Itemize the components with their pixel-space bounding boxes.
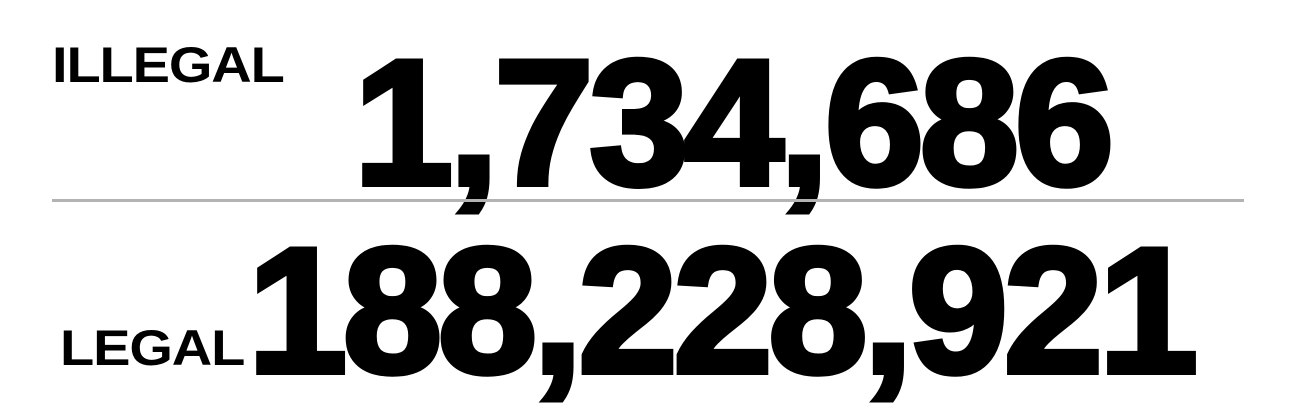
illegal-label: ILLEGAL — [52, 37, 285, 93]
legal-count: 188,228,921 — [245, 211, 1201, 410]
divider — [52, 199, 1244, 202]
legal-label: LEGAL — [60, 320, 245, 376]
illegal-count: 1,734,686 — [351, 23, 1117, 222]
